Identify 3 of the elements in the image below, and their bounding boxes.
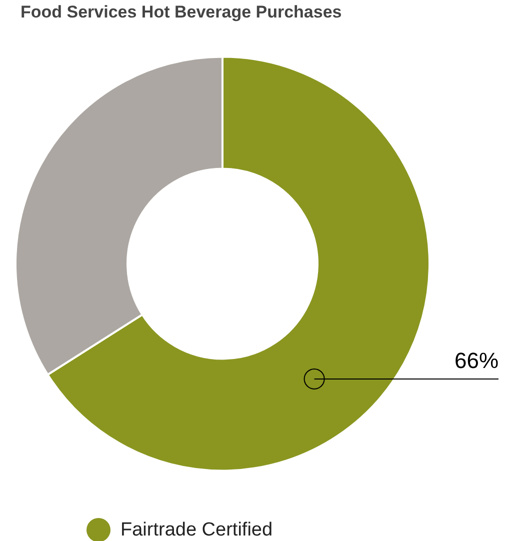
- legend-label: Fairtrade Certified: [120, 519, 273, 540]
- data-label: 66%: [454, 348, 499, 374]
- chart-title: Food Services Hot Beverage Purchases: [20, 2, 342, 22]
